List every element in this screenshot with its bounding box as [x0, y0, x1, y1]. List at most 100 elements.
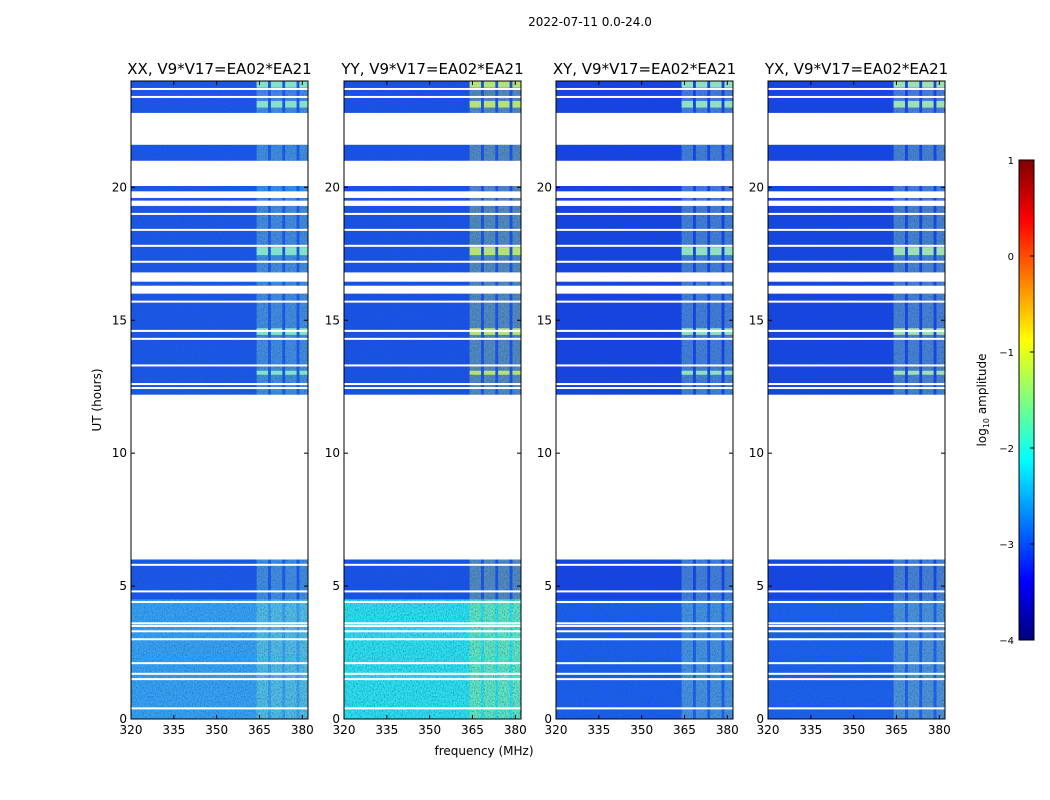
- gap-line: [556, 300, 733, 303]
- panel-frame: [555, 80, 734, 720]
- rfi-burst: [724, 100, 733, 108]
- rfi-burst: [270, 370, 283, 375]
- gap-line: [768, 638, 945, 641]
- y-tick-label: 5: [332, 579, 340, 593]
- gap-line: [344, 662, 521, 665]
- rfi-burst: [907, 247, 920, 256]
- rfi-burst: [270, 100, 283, 108]
- y-tick-label: 0: [544, 712, 552, 726]
- panel-4: YX, V9*V17=EA02*EA21 320 335 350 365 380 0 5 10 1…: [749, 60, 951, 737]
- gap-line: [131, 707, 308, 710]
- gap-line: [556, 662, 733, 665]
- x-tick-label: 365: [885, 723, 908, 737]
- gap-line: [131, 337, 308, 340]
- gap-line: [556, 329, 733, 332]
- noise-texture: [556, 197, 733, 201]
- x-tick-label: 335: [375, 723, 398, 737]
- rfi-burst: [512, 247, 521, 256]
- gap-line: [768, 244, 945, 247]
- gap-line: [768, 622, 945, 625]
- y-tick-label: 15: [749, 313, 764, 327]
- noise-texture: [768, 281, 945, 286]
- rfi-burst: [512, 81, 521, 88]
- gap-line: [768, 300, 945, 303]
- gap-line: [344, 707, 521, 710]
- y-tick-label: 20: [537, 180, 552, 194]
- gap-line: [768, 95, 945, 98]
- x-tick-label: 350: [630, 723, 653, 737]
- rfi-burst: [710, 100, 722, 108]
- panel-title: YY, V9*V17=EA02*EA21: [340, 60, 523, 78]
- gap-line: [131, 563, 308, 566]
- gap-line: [131, 95, 308, 98]
- gap-line: [556, 337, 733, 340]
- gap-line: [556, 624, 733, 627]
- rfi-burst: [498, 370, 510, 375]
- x-tick-label: 335: [162, 723, 185, 737]
- colorbar-tick-label: 0: [1008, 252, 1014, 263]
- gap-line: [556, 87, 733, 90]
- colorbar: 1 0 −1 −2 −3 −4 log10 amplitude: [975, 156, 1035, 647]
- rfi-burst: [907, 100, 920, 108]
- x-tick-label: 380: [291, 723, 314, 737]
- y-tick-label: 20: [325, 180, 340, 194]
- y-tick-label: 5: [544, 579, 552, 593]
- gap-line: [344, 95, 521, 98]
- y-axis-label: UT (hours): [90, 368, 104, 431]
- gap-line: [344, 383, 521, 386]
- gap-line: [344, 638, 521, 641]
- x-tick-label: 380: [716, 723, 739, 737]
- x-tick-label: 350: [205, 723, 228, 737]
- x-tick-label: 320: [757, 723, 780, 737]
- gap-line: [768, 707, 945, 710]
- gap-line: [131, 590, 308, 593]
- y-tick-label: 0: [119, 712, 127, 726]
- rfi-burst: [498, 100, 510, 108]
- gap-line: [556, 387, 733, 390]
- gap-line: [131, 630, 308, 633]
- gap-line: [131, 329, 308, 332]
- heatmap-4: [768, 81, 945, 719]
- gap-line: [556, 364, 733, 367]
- rfi-burst: [695, 81, 708, 88]
- heatmap-2: [344, 81, 521, 719]
- gap-line: [556, 590, 733, 593]
- y-tick-label: 0: [756, 712, 764, 726]
- gap-line: [131, 260, 308, 263]
- y-tick-label: 15: [537, 313, 552, 327]
- rfi-burst: [893, 100, 906, 108]
- x-tick-label: 380: [504, 723, 527, 737]
- rfi-burst: [256, 247, 269, 256]
- noise-texture: [344, 293, 521, 395]
- rfi-burst: [299, 247, 308, 256]
- rfi-burst: [922, 247, 934, 256]
- rfi-burst: [483, 100, 496, 108]
- panel-frame: [130, 80, 309, 720]
- y-tick-label: 20: [749, 180, 764, 194]
- gap-line: [344, 300, 521, 303]
- rfi-burst: [469, 100, 482, 108]
- noise-texture: [131, 281, 308, 286]
- noise-texture: [131, 293, 308, 395]
- rfi-burst: [256, 100, 269, 108]
- x-tick-label: 320: [120, 723, 143, 737]
- gap-line: [768, 672, 945, 675]
- x-tick-label: 335: [587, 723, 610, 737]
- panel-title: YX, V9*V17=EA02*EA21: [764, 60, 948, 78]
- colorbar-frame: [1018, 159, 1035, 641]
- gap-line: [768, 563, 945, 566]
- gap-line: [768, 364, 945, 367]
- gap-line: [768, 87, 945, 90]
- rfi-burst: [710, 370, 722, 375]
- panel-2: YY, V9*V17=EA02*EA21 320 335 350 365 380 0 5 10 1…: [325, 60, 527, 737]
- gap-line: [556, 563, 733, 566]
- rfi-burst: [936, 370, 945, 375]
- noise-texture: [768, 144, 945, 161]
- y-tick-label: 5: [756, 579, 764, 593]
- gap-line: [131, 638, 308, 641]
- gap-line: [768, 329, 945, 332]
- rfi-burst: [498, 247, 510, 256]
- rfi-burst: [469, 370, 482, 375]
- gap-line: [768, 383, 945, 386]
- noise-texture: [344, 186, 521, 192]
